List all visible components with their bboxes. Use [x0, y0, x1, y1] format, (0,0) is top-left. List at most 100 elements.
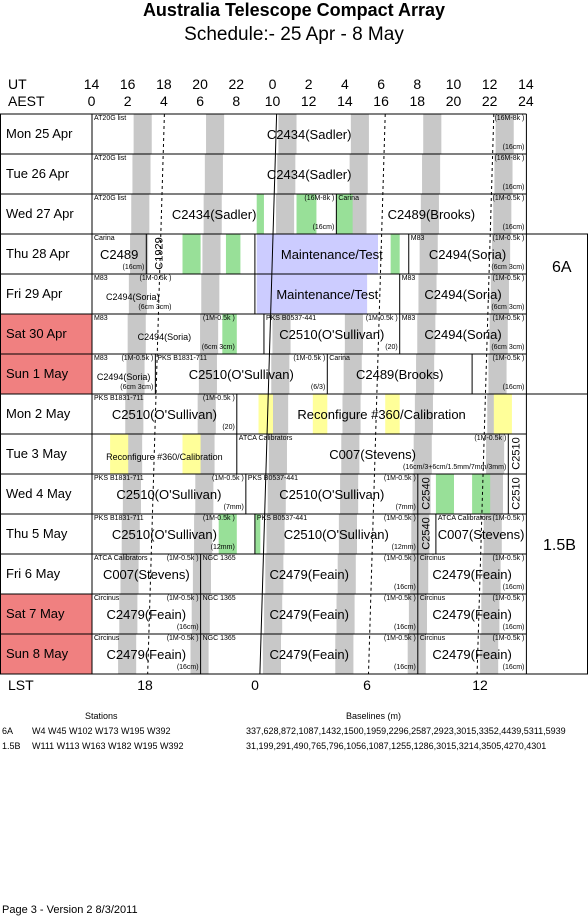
block-band: (16cm/3+6cm/1.5mm/7mm/3mm)	[403, 464, 507, 471]
lst-stripe	[198, 354, 217, 394]
day-label: Wed 27 Apr	[6, 206, 74, 221]
block-project-vertical: C2540	[420, 477, 433, 510]
block-correlator: (1M-0.5k )	[383, 635, 416, 642]
lst-stripe	[266, 514, 285, 554]
ut-tick-label: 14	[83, 76, 100, 92]
green-fill	[472, 474, 491, 514]
lst-stripe	[120, 554, 139, 594]
lst-stripe	[132, 154, 151, 194]
block-source: NGC 1365	[202, 555, 236, 562]
lst-stripe	[350, 114, 369, 154]
yellow-fill	[493, 394, 512, 434]
block-project: Maintenance/Test	[276, 287, 379, 302]
block-project: C2479(Feain)	[432, 647, 512, 662]
day-label: Thu 28 Apr	[6, 246, 70, 261]
block-project: C2489(Brooks)	[355, 367, 444, 382]
day-label: Tue 3 May	[6, 446, 67, 461]
block-correlator: (1M-0.5k )	[492, 355, 525, 362]
lst-stripe	[489, 314, 508, 354]
block-correlator: (1M-0.5k )	[121, 355, 154, 362]
lst-stripe	[344, 314, 363, 354]
block-source: PKS B1831-711	[157, 355, 208, 362]
green-fill	[336, 194, 353, 234]
block-band: (6/3)	[310, 384, 326, 391]
lst-stripe	[265, 554, 284, 594]
lst-stripe	[201, 274, 220, 314]
block-band: (7mm)	[223, 504, 244, 511]
block-band: (6cm 3cm)	[491, 264, 525, 271]
block-source: M83	[401, 315, 416, 322]
lst-stripe	[121, 514, 140, 554]
block-band: (20)	[222, 424, 235, 431]
day-label: Sat 30 Apr	[6, 326, 67, 341]
block-project: C2510(O'Sullivan)	[111, 407, 217, 422]
block-correlator: (1M-0.5k )	[492, 235, 525, 242]
lst-tick-label: 6	[363, 677, 371, 693]
lst-stripe	[338, 514, 357, 554]
block-band: (16cm)	[502, 184, 525, 191]
station-config-1-5b: 1.5B	[2, 741, 21, 751]
aest-tick-label: 10	[264, 93, 281, 109]
lst-stripe	[276, 194, 295, 234]
block-correlator: (1M-0.5k )	[492, 275, 525, 282]
block-correlator: (1M-0.5k )	[202, 515, 235, 522]
block-source: Circinus	[419, 555, 446, 562]
block-correlator: (1M-0.5k )	[492, 635, 525, 642]
lst-stripe	[486, 434, 505, 474]
lst-stripe	[277, 154, 296, 194]
block-correlator: (1M-0.5k )	[492, 315, 525, 322]
block-band: (16cm)	[502, 384, 525, 391]
lst-stripe	[337, 554, 356, 594]
lst-stripe	[194, 514, 213, 554]
block-project: C2479(Feain)	[269, 567, 349, 582]
lst-stripe	[422, 154, 441, 194]
ut-tick-label: 6	[377, 76, 385, 92]
block-project: C2494(Soria)	[424, 327, 502, 342]
ut-tick-label: 16	[119, 76, 136, 92]
lst-stripe	[133, 114, 152, 154]
block-correlator: (1M-0.5k )	[166, 635, 199, 642]
block-correlator: (16M-8k )	[304, 195, 335, 202]
block-correlator: (1M-0.5k )	[492, 595, 525, 602]
aest-tick-label: 2	[123, 93, 132, 109]
block-band: (16cm)	[394, 584, 416, 591]
block-source: ATCA Calibrators	[238, 435, 293, 442]
lst-stripe	[418, 274, 437, 314]
block-band: (16cm)	[502, 584, 525, 591]
block-source: PKS B0537-441	[247, 475, 299, 482]
config-label-6a: 6A	[552, 259, 572, 276]
aest-tick-label: 12	[300, 93, 317, 109]
lst-0-line	[259, 113, 278, 675]
aest-tick-label: 6	[196, 93, 204, 109]
block-band: (16cm)	[502, 224, 525, 231]
aest-tick-label: 8	[232, 93, 241, 109]
block-project-vertical: C2510	[510, 437, 523, 470]
block-source: Carina	[329, 355, 350, 362]
block-source: Carina	[94, 235, 115, 242]
green-fill	[182, 234, 201, 274]
lst-stripe	[336, 594, 355, 634]
lst-stripe	[119, 594, 138, 634]
block-project: C2494(Soria)	[96, 372, 151, 382]
aest-axis-label: AEST	[8, 93, 45, 109]
lst-stripe	[122, 474, 141, 514]
block-correlator: (1M-0.5k )	[383, 475, 416, 482]
ut-tick-label: 12	[481, 76, 498, 92]
weekend-highlight	[0, 314, 92, 354]
blue-fill	[256, 274, 368, 314]
lst-stripe	[190, 634, 209, 674]
yellow-fill	[385, 394, 400, 434]
page-subtitle: Schedule:- 25 Apr - 8 May	[184, 24, 404, 45]
lst-stripe	[411, 514, 430, 554]
block-project: C2510(O'Sullivan)	[188, 367, 294, 382]
block-correlator: (1M-0.5k )	[492, 515, 525, 522]
block-source: M83	[94, 355, 108, 362]
lst-stripe	[482, 554, 501, 594]
page-footer: Page 3 - Version 2 8/3/2011	[2, 904, 138, 916]
block-source: AT20G list	[94, 115, 127, 122]
block-source: PKS B0537-441	[265, 315, 317, 322]
block-project: C2434(Sadler)	[171, 207, 257, 222]
lst-stripe	[130, 234, 149, 274]
lst-tick-label: 12	[472, 677, 488, 693]
